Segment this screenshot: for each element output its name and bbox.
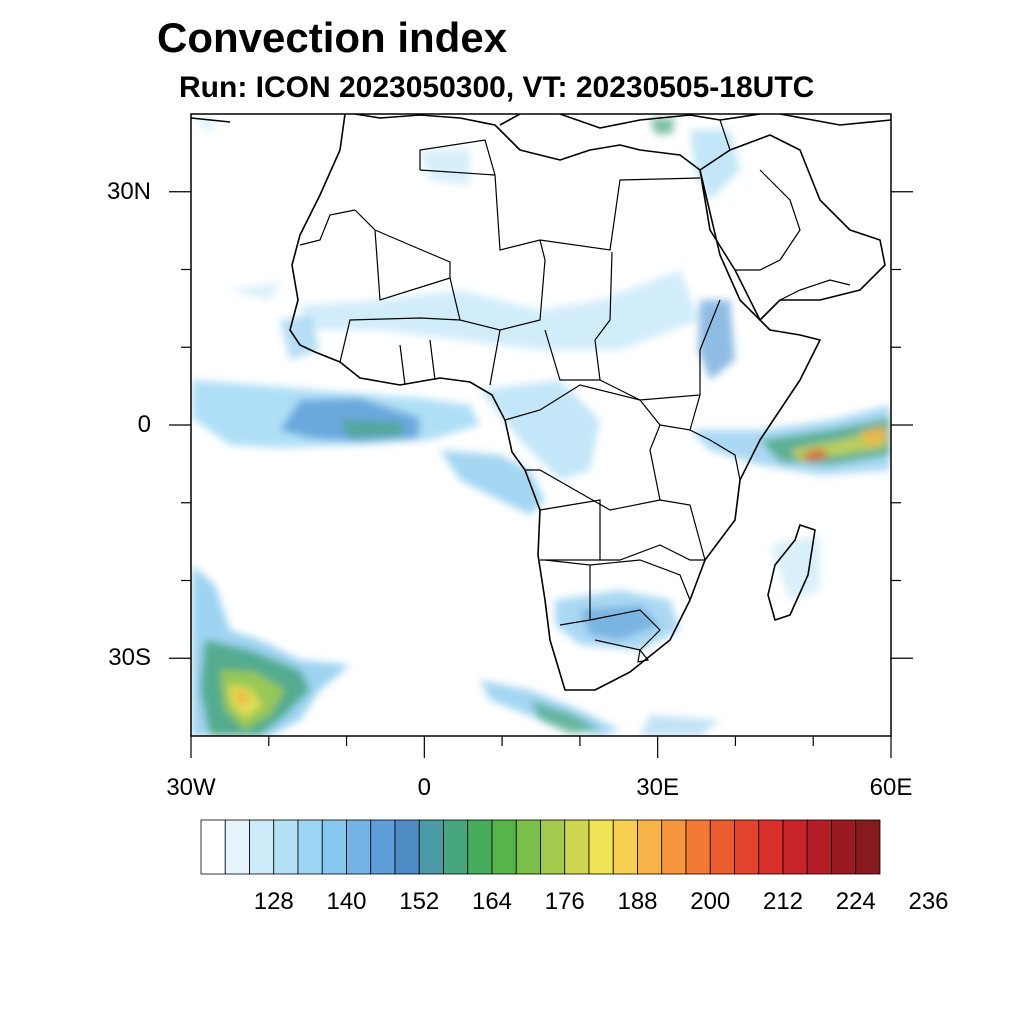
colorbar-swatch	[491, 819, 517, 875]
colorbar-swatch	[273, 819, 299, 875]
colorbar-swatch	[758, 819, 784, 875]
colorbar-swatch	[806, 819, 832, 875]
colorbar-swatch	[370, 819, 396, 875]
lat-tick-label: 30N	[106, 177, 151, 205]
colorbar-swatch	[249, 819, 275, 875]
colorbar-swatch	[224, 819, 250, 875]
colorbar-swatch	[612, 819, 638, 875]
colorbar-label: 188	[617, 888, 658, 915]
colorbar-label: 176	[544, 888, 585, 915]
colorbar-label: 128	[253, 888, 294, 915]
colorbar-swatch	[831, 819, 857, 875]
madagascar-coast	[767, 524, 816, 621]
lon-tick-label: 30W	[166, 774, 216, 801]
arabia-coast	[699, 134, 886, 321]
colorbar-swatch	[637, 819, 663, 875]
coastlines	[191, 114, 891, 691]
lat-tick-label: 0	[137, 411, 151, 438]
lon-tick-label: 30E	[636, 774, 680, 801]
colorbar-label: 140	[326, 888, 367, 915]
colorbar-label: 212	[762, 888, 804, 915]
colorbar-label: 200	[690, 888, 731, 915]
colorbar-swatch	[661, 819, 687, 875]
country-borders	[299, 119, 851, 663]
europe-coast	[191, 114, 891, 129]
colorbar-swatch	[394, 819, 420, 875]
lat-tick-label: 30S	[108, 644, 151, 672]
colorbar-swatch	[200, 819, 226, 875]
lon-tick-label: 0	[417, 774, 432, 801]
colorbar-swatch	[685, 819, 711, 875]
tick-marks	[169, 191, 913, 758]
colorbar-swatch	[588, 819, 614, 875]
colorbar-swatch	[321, 819, 347, 875]
colorbar-swatch	[855, 819, 881, 875]
africa-coast	[289, 114, 821, 691]
chart-subtitle: Run: ICON 2023050300, VT: 20230505-18UTC	[179, 71, 815, 104]
chart-title: Convection index	[157, 14, 508, 61]
lon-tick-label: 60E	[869, 774, 913, 801]
colorbar-swatch	[709, 819, 735, 875]
colorbar-swatch	[564, 819, 590, 875]
colorbar-swatch	[346, 819, 372, 875]
colorbar-swatch	[734, 819, 760, 875]
colorbar-swatch	[467, 819, 493, 875]
colorbar-label: 164	[471, 888, 513, 915]
colorbar-swatch	[443, 819, 469, 875]
convection-field	[192, 118, 890, 736]
colorbar	[200, 819, 881, 875]
colorbar-label: 224	[835, 888, 876, 915]
colorbar-label: 236	[908, 888, 949, 915]
colorbar-label: 152	[399, 888, 440, 915]
colorbar-swatch	[297, 819, 323, 875]
colorbar-swatch	[418, 819, 444, 875]
colorbar-swatch	[515, 819, 541, 875]
colorbar-swatch	[540, 819, 566, 875]
colorbar-swatch	[782, 819, 808, 875]
